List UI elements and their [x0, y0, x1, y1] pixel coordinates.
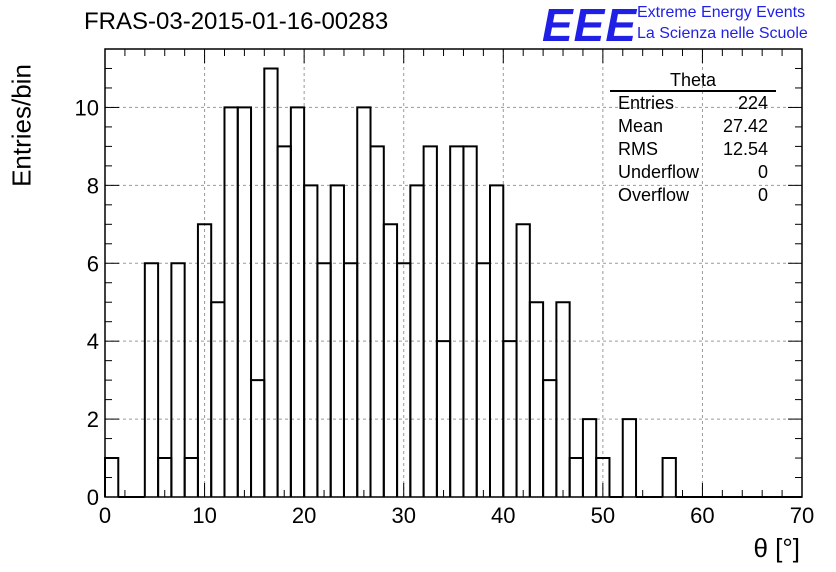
stats-row-overflow: Overflow 0 — [610, 184, 776, 207]
stats-label: Underflow — [618, 162, 700, 182]
histogram-bin — [542, 379, 558, 497]
histogram-bin — [170, 262, 186, 497]
x-tick-label: 20 — [292, 503, 316, 528]
stats-title: Theta — [610, 70, 776, 92]
logo-line-1: Extreme Energy Events — [637, 4, 806, 21]
y-tick-label: 0 — [87, 485, 99, 510]
plot-frame — [104, 48, 803, 498]
histogram-bin — [449, 145, 465, 497]
stats-row-entries: Entries 224 — [610, 92, 776, 115]
histogram-bin — [223, 106, 239, 497]
eee-logo: EEE — [542, 0, 638, 51]
histogram-bin — [143, 262, 160, 497]
stats-box: Theta Entries 224 Mean 27.42 RMS 12.54 U… — [610, 70, 776, 207]
histogram-bin — [475, 262, 491, 497]
histogram-bin — [422, 145, 438, 497]
x-tick-label: 0 — [99, 503, 111, 528]
histogram-bin — [263, 67, 279, 497]
histogram-bin — [276, 145, 292, 497]
histogram-bin — [236, 106, 253, 497]
histogram-bin — [581, 418, 598, 497]
histogram-bin — [462, 145, 478, 497]
histogram-bin — [289, 106, 306, 497]
stats-row-mean: Mean 27.42 — [610, 115, 776, 138]
stats-value: 12.54 — [722, 139, 768, 159]
y-tick-label: 4 — [87, 329, 99, 354]
stats-row-rms: RMS 12.54 — [610, 138, 776, 161]
x-tick-label: 50 — [591, 503, 615, 528]
stats-label: Mean — [618, 116, 664, 136]
histogram-bin — [250, 379, 266, 497]
histogram-bin — [356, 106, 372, 497]
chart-title: FRAS-03-2015-01-16-00283 — [84, 8, 389, 35]
histogram-bin — [316, 262, 332, 497]
logo-line-2: La Scienza nelle Scuole — [637, 25, 808, 42]
stats-value: 224 — [737, 93, 768, 113]
x-tick-label: 40 — [491, 503, 515, 528]
histogram-bin — [555, 301, 571, 497]
stats-label: Overflow — [618, 185, 690, 205]
histogram-bin — [342, 262, 359, 497]
stats-value: 27.42 — [722, 116, 768, 136]
y-axis-label: Entries/bin — [6, 64, 37, 187]
x-tick-label: 70 — [790, 503, 814, 528]
histogram-bin — [621, 418, 638, 497]
y-tick-label: 10 — [75, 95, 99, 120]
x-tick-label: 10 — [192, 503, 216, 528]
y-tick-label: 6 — [87, 251, 99, 276]
histogram-bin — [595, 457, 611, 497]
histogram-bin — [210, 301, 226, 497]
histogram-bin — [369, 145, 385, 497]
histogram-bin — [661, 457, 677, 497]
stats-value: 0 — [757, 185, 768, 205]
x-tick-label: 30 — [391, 503, 415, 528]
x-tick-label: 60 — [690, 503, 714, 528]
stats-value: 0 — [757, 162, 768, 182]
histogram-bin — [183, 457, 199, 497]
histogram-bin — [568, 457, 584, 497]
histogram-bin — [515, 223, 531, 497]
y-tick-label: 8 — [87, 173, 99, 198]
histogram-bin — [528, 301, 545, 497]
stats-row-underflow: Underflow 0 — [610, 161, 776, 184]
stats-label: Entries — [618, 93, 675, 113]
histogram-bin — [382, 223, 399, 497]
x-axis-label: θ [°] — [753, 533, 800, 563]
stats-label: RMS — [618, 139, 658, 159]
y-tick-label: 2 — [87, 407, 99, 432]
